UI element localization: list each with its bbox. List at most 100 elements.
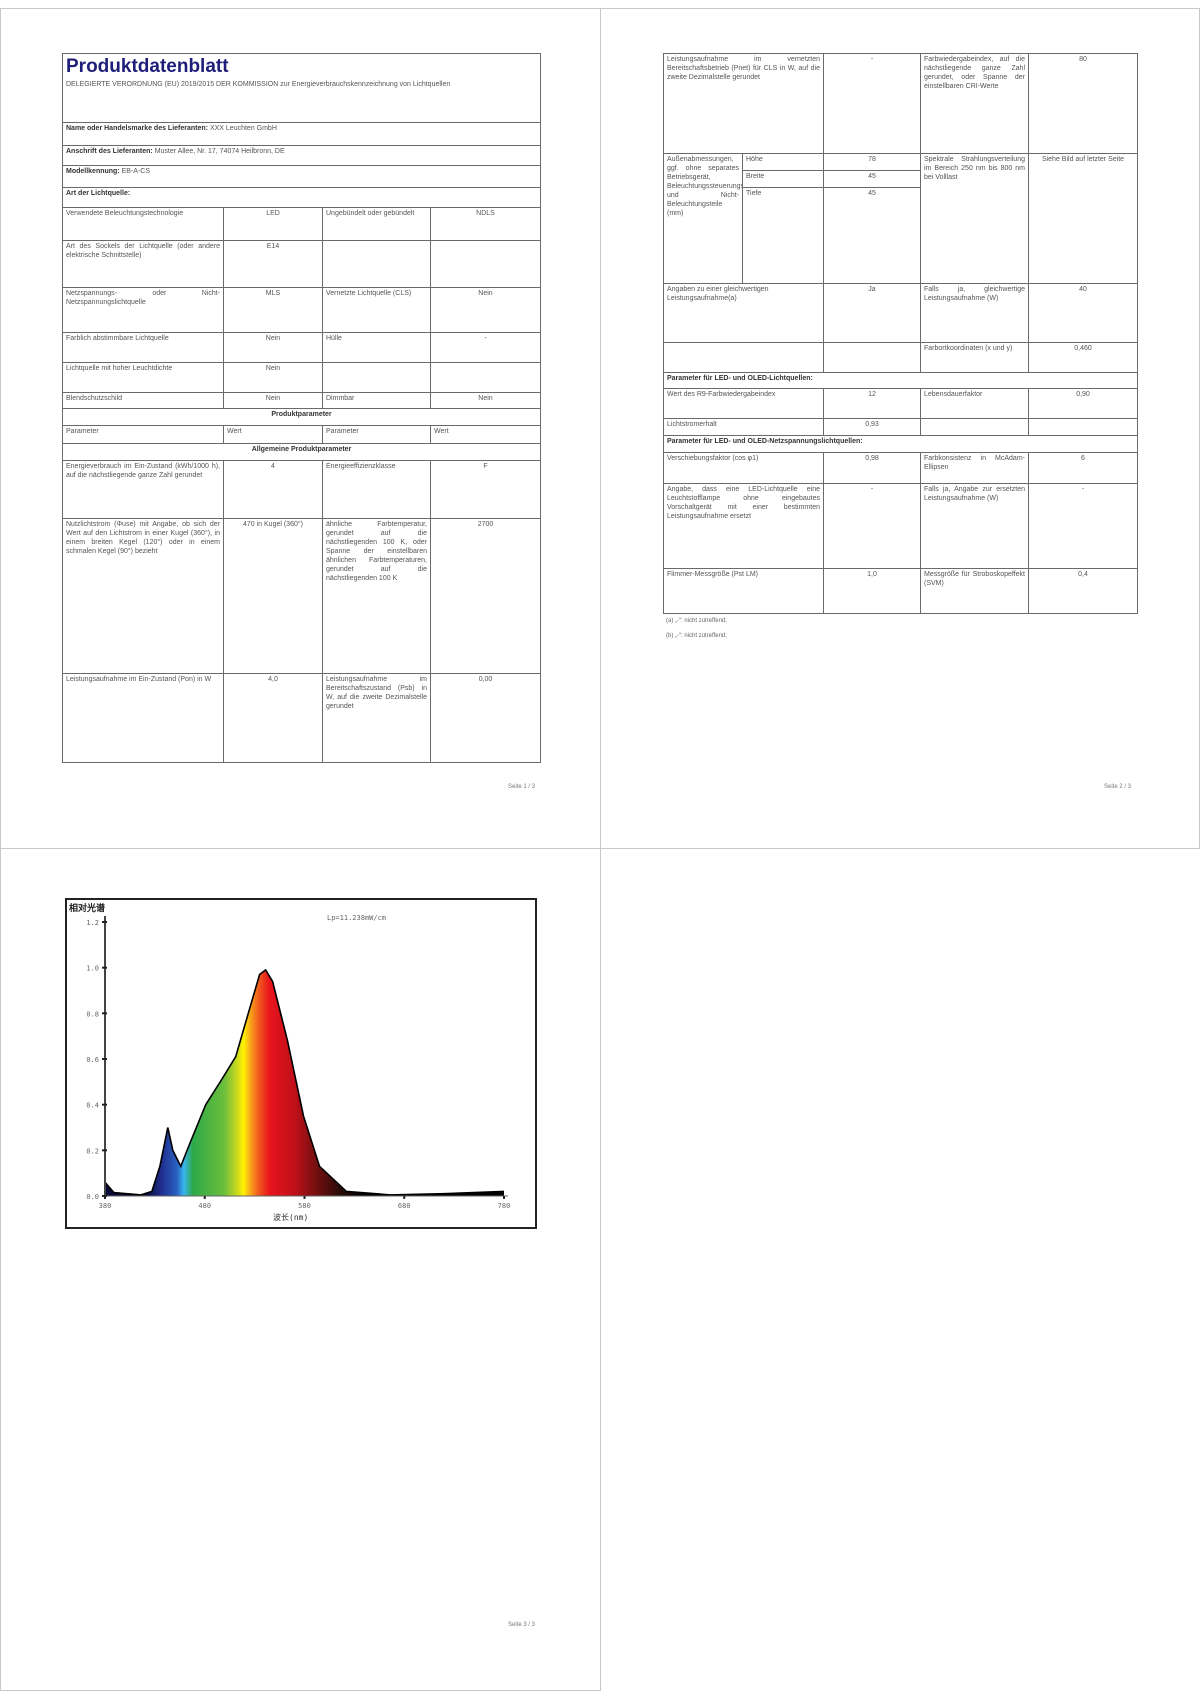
param-label: Blendschutzschild [62, 392, 224, 409]
param-value: Nein [429, 392, 542, 409]
dimension-label: Breite [742, 170, 824, 188]
page-border-left [0, 8, 1, 1691]
param-label: ähnliche Farbtemperatur, gerundet auf di… [322, 518, 431, 674]
header-cell: Produktdatenblatt DELEGIERTE VERORDNUNG … [61, 53, 542, 123]
param-value: 0,90 [1028, 388, 1138, 419]
supplier-row: Name oder Handelsmarke des Lieferanten: … [61, 122, 542, 146]
spectrum-label: Spektrale Strahlungsverteilung im Bereic… [920, 153, 1029, 284]
param-value [429, 362, 542, 393]
param-label [322, 362, 431, 393]
y-tick-label: 1.2 [86, 919, 99, 927]
param-value: 0,4 [1028, 568, 1138, 614]
spectrum-value: Siehe Bild auf letzter Seite [1028, 153, 1138, 284]
param-label: Art des Sockels der Lichtquelle (oder an… [62, 240, 224, 288]
y-tick-label: 0.0 [86, 1193, 99, 1201]
model-row: Modellkennung: EB-A-CS [61, 165, 542, 188]
spectrum-chart: 相对光谱 Lp=11.238mW/cm 波长(nm) 0.0 0.2 0.4 0.6 0… [65, 898, 537, 1229]
param-label: Wert des R9-Farbwiedergabeindex [663, 388, 824, 419]
param-value: 2700 [429, 518, 542, 674]
x-axis-label: 波长(nm) [273, 1212, 308, 1222]
param-value: 4 [223, 460, 323, 519]
param-label: Leistungsaufnahme im vernetzten Bereitsc… [663, 53, 824, 154]
page-divider-horizontal [0, 848, 1200, 849]
y-tick-label: 0.8 [86, 1010, 99, 1018]
param-label [322, 240, 431, 288]
param-value [1028, 418, 1138, 436]
param-label: Verschiebungsfaktor (cos φ1) [663, 452, 824, 484]
param-value [823, 342, 921, 373]
param-value: - [1028, 483, 1138, 569]
param-value: 6 [1028, 452, 1138, 484]
param-value: 12 [823, 388, 921, 419]
led-parameters-heading: Parameter für LED- und OLED-Lichtquellen… [663, 372, 1138, 389]
spectrum-area [105, 969, 504, 1196]
param-label: Verwendete Beleuchtungstechnologie [62, 207, 224, 241]
table-row: Energieverbrauch im Ein-Zustand (kWh/100… [62, 460, 542, 519]
param-value: - [823, 53, 921, 154]
param-label: Energieverbrauch im Ein-Zustand (kWh/100… [62, 460, 224, 519]
x-tick-label: 580 [298, 1202, 311, 1210]
y-tick-label: 0.4 [86, 1102, 99, 1110]
param-label: Farbortkoordinaten (x und y) [920, 342, 1029, 373]
column-header: Parameter [322, 425, 431, 444]
param-label: Energieeffizienzklasse [322, 460, 431, 519]
footnote: (b) „-“: nicht zutreffend; [666, 633, 727, 639]
param-label: Falls ja, Angabe zur ersetzten Leistungs… [920, 483, 1029, 569]
dimension-label: Tiefe [742, 187, 824, 284]
y-axis-label: 相对光谱 [69, 902, 105, 914]
param-value: 470 in Kugel (360°) [223, 518, 323, 674]
table-row: Blendschutzschild Nein Dimmbar Nein [62, 392, 542, 409]
x-tick-label: 780 [498, 1202, 511, 1210]
param-value: LED [223, 207, 323, 241]
y-tick-label: 0.2 [86, 1147, 99, 1155]
param-value: Nein [429, 287, 542, 333]
model-value: EB-A-CS [121, 168, 151, 175]
param-label: Farblich abstimmbare Lichtquelle [62, 332, 224, 363]
param-value: 0,00 [429, 673, 542, 763]
param-label: Ungebündelt oder gebündelt [322, 207, 431, 241]
param-value: E14 [223, 240, 323, 288]
param-value: 0,98 [823, 452, 921, 484]
chart-annotation: Lp=11.238mW/cm [327, 914, 386, 922]
param-value: NDLS [429, 207, 542, 241]
document-subtitle: DELEGIERTE VERORDNUNG (EU) 2019/2015 DER… [66, 81, 451, 88]
x-tick-label: 480 [198, 1202, 211, 1210]
page-border-bottom [0, 1690, 601, 1691]
param-label: Farbkonsistenz in McAdam-Ellipsen [920, 452, 1029, 484]
page-divider-vertical [600, 8, 601, 1691]
column-header: Wert [223, 425, 323, 444]
page-number: Seite 1 / 3 [508, 784, 536, 790]
y-tick-label: 1.0 [86, 965, 99, 973]
address-value: Muster Allee, Nr. 17, 74074 Heilbronn, D… [154, 148, 285, 155]
param-label: Vernetzte Lichtquelle (CLS) [322, 287, 431, 333]
param-label [663, 342, 824, 373]
param-label: Nutzlichtstrom (Φuse) mit Angabe, ob sic… [62, 518, 224, 674]
x-tick-label: 680 [398, 1202, 411, 1210]
param-label: Hülle [322, 332, 431, 363]
param-label: Netzspannungs- oder Nicht-Netzspannungsl… [62, 287, 224, 333]
param-label: Lebensdauerfaktor [920, 388, 1029, 419]
param-label: Farbwiedergabeindex, auf die nächstliege… [920, 53, 1029, 154]
param-label: Dimmbar [322, 392, 431, 409]
mains-parameters-heading: Parameter für LED- und OLED-Netzspannung… [663, 435, 1138, 453]
supplier-label: Name oder Handelsmarke des Lieferanten: [66, 125, 208, 132]
general-parameters-heading: Allgemeine Produktparameter [61, 443, 542, 461]
param-value: Nein [223, 392, 323, 409]
document-title: Produktdatenblatt [66, 56, 229, 77]
param-value: Nein [223, 332, 323, 363]
dimension-value: 45 [823, 170, 921, 188]
param-value: 4,0 [223, 673, 323, 763]
dimension-value: 78 [823, 153, 921, 171]
param-label: Leistungsaufnahme im Ein-Zustand (Pon) i… [62, 673, 224, 763]
table-row: Farblich abstimmbare Lichtquelle Nein Hüll… [62, 332, 542, 363]
product-datasheet-table-page2: Leistungsaufnahme im vernetzten Bereitsc… [663, 53, 1138, 614]
model-label: Modellkennung: [66, 168, 120, 175]
dimension-label: Höhe [742, 153, 824, 171]
param-label: Falls ja, gleichwertige Leistungsaufnahm… [920, 283, 1029, 343]
table-row: Nutzlichtstrom (Φuse) mit Angabe, ob sic… [62, 518, 542, 674]
param-label: Lichtquelle mit hoher Leuchtdichte [62, 362, 224, 393]
footnote: (a) „-“: nicht zutreffend; [666, 618, 727, 624]
spectrum-line [104, 968, 505, 1196]
param-label: Angabe, dass eine LED-Lichtquelle eine L… [663, 483, 824, 569]
page-number: Seite 2 / 3 [1104, 784, 1132, 790]
